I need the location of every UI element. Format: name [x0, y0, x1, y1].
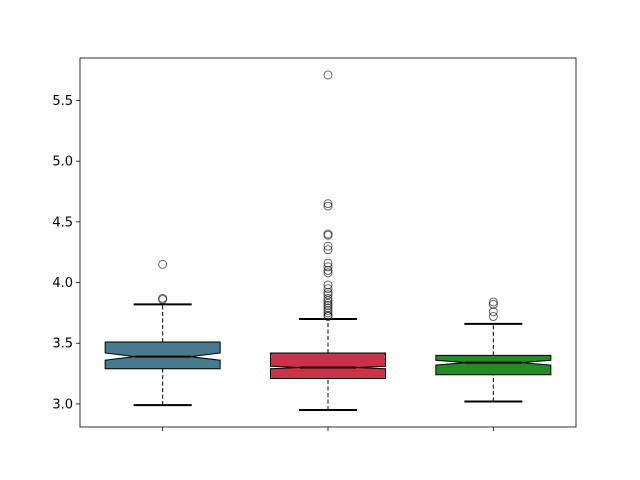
outlier-point	[323, 308, 333, 318]
outlier-point	[488, 312, 498, 322]
outlier-point	[323, 241, 333, 251]
outlier-point	[323, 201, 333, 211]
outlier-point	[323, 312, 333, 322]
outlier-point	[323, 280, 333, 290]
outlier-point	[323, 298, 333, 308]
outlier-point	[323, 284, 333, 294]
outlier-point	[323, 199, 333, 209]
box	[270, 352, 386, 379]
outlier-point	[323, 265, 333, 275]
box	[435, 354, 552, 376]
outlier-point	[158, 295, 168, 305]
outlier-point	[323, 268, 333, 278]
y-tick-label: 3.5	[52, 337, 73, 352]
outlier-point	[488, 307, 498, 317]
box	[104, 341, 221, 370]
outlier-point	[323, 262, 333, 272]
y-tick-label: 3.0	[52, 397, 73, 412]
outlier-point	[488, 299, 498, 309]
y-tick-label: 4.0	[52, 276, 73, 291]
outlier-point	[323, 230, 333, 240]
outlier-point	[323, 293, 333, 303]
outlier-point	[323, 305, 333, 315]
plot-frame	[79, 57, 577, 428]
outlier-point	[323, 245, 333, 255]
y-tick-label: 4.5	[52, 215, 73, 230]
outlier-point	[488, 297, 498, 307]
outlier-point	[323, 258, 333, 268]
y-tick-label: 5.5	[52, 94, 73, 109]
y-tick-label: 5.0	[52, 155, 73, 170]
outlier-point	[323, 70, 333, 80]
outlier-point	[323, 301, 333, 311]
outlier-point	[158, 259, 168, 269]
outlier-point	[323, 296, 333, 306]
